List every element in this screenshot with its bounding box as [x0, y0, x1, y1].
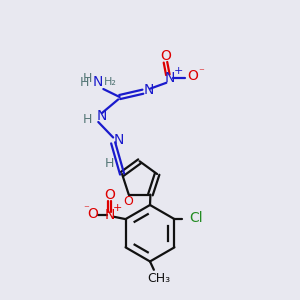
Text: +: + — [174, 66, 183, 76]
Text: H₂: H₂ — [103, 77, 116, 87]
Text: Cl: Cl — [189, 211, 203, 225]
Text: N: N — [92, 75, 103, 89]
Text: +: + — [113, 203, 122, 213]
Text: O: O — [160, 49, 171, 63]
Text: N: N — [144, 83, 154, 97]
Text: ⁻: ⁻ — [199, 67, 204, 77]
Text: CH₃: CH₃ — [147, 272, 170, 285]
Text: H: H — [82, 113, 92, 126]
Text: O: O — [188, 69, 199, 83]
Text: O: O — [104, 188, 115, 202]
Text: ⁻: ⁻ — [83, 204, 89, 214]
Text: N: N — [113, 134, 124, 147]
Text: H: H — [79, 76, 89, 89]
Text: O: O — [123, 195, 133, 208]
Text: O: O — [88, 207, 99, 221]
Text: H: H — [83, 71, 93, 85]
Text: N: N — [97, 109, 107, 123]
Text: H: H — [105, 157, 114, 170]
Text: N: N — [165, 71, 175, 85]
Text: N: N — [104, 208, 115, 222]
